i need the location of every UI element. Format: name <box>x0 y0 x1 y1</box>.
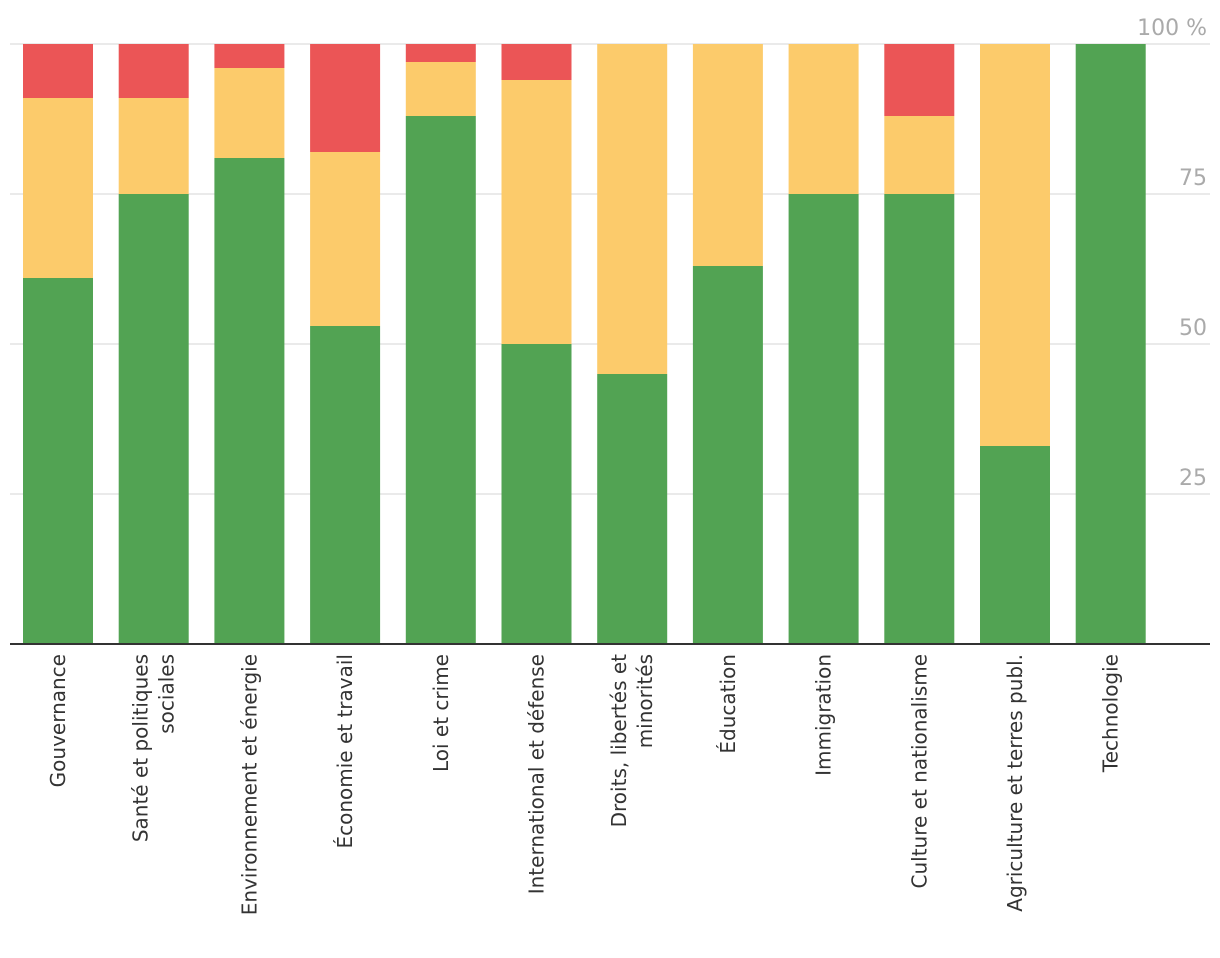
bar-green-9 <box>788 194 859 644</box>
x-tick-label-5: Loi et crime <box>429 654 453 772</box>
x-tick-label-1: Gouvernance <box>46 654 70 787</box>
x-tick-label-3: Environnement et énergie <box>237 654 261 915</box>
bar-yellow-11 <box>980 44 1050 446</box>
bar-yellow-1 <box>23 98 93 278</box>
y-tick-label-25: 25 <box>1179 466 1207 491</box>
x-tick-label-7-line-1: Droits, libertés et <box>607 654 631 828</box>
bar-yellow-8 <box>692 44 763 266</box>
bar-green-5 <box>405 116 476 644</box>
bar-red-2 <box>118 44 189 98</box>
bar-green-10 <box>884 194 955 644</box>
bar-green-1 <box>23 278 93 644</box>
bar-red-4 <box>310 44 381 152</box>
bar-red-6 <box>501 44 572 80</box>
bar-green-7 <box>597 374 668 644</box>
x-tick-label-7-line-2: minorités <box>633 654 657 748</box>
x-tick-label-12: Technologie <box>1099 654 1123 773</box>
bar-yellow-5 <box>405 62 476 116</box>
y-tick-label-100: 100 % <box>1137 16 1207 41</box>
bar-red-10 <box>884 44 955 116</box>
bar-green-2 <box>118 194 189 644</box>
y-tick-label-75: 75 <box>1179 166 1207 191</box>
x-tick-label-2-line-2: sociales <box>155 654 179 734</box>
x-tick-label-8: Éducation <box>716 654 740 754</box>
bar-green-12 <box>1075 44 1146 644</box>
bar-green-8 <box>692 266 763 644</box>
bar-red-5 <box>405 44 476 62</box>
bar-yellow-3 <box>214 68 285 158</box>
bar-green-3 <box>214 158 285 644</box>
bar-green-6 <box>501 344 572 644</box>
x-tick-label-9: Immigration <box>812 654 836 776</box>
bar-red-3 <box>214 44 285 68</box>
x-tick-label-4: Économie et travail <box>333 654 357 849</box>
x-tick-label-6: International et défense <box>525 654 549 894</box>
bar-yellow-6 <box>501 80 572 344</box>
x-tick-label-10: Culture et nationalisme <box>907 654 931 888</box>
bar-yellow-9 <box>788 44 859 194</box>
bar-red-1 <box>23 44 93 98</box>
x-tick-label-2-line-1: Santé et politiques <box>129 654 153 842</box>
bar-yellow-4 <box>310 152 381 326</box>
bar-green-11 <box>980 446 1050 644</box>
bar-yellow-10 <box>884 116 955 194</box>
bar-yellow-2 <box>118 98 189 194</box>
x-tick-label-11: Agriculture et terres publ. <box>1003 654 1027 912</box>
bar-yellow-7 <box>597 44 668 374</box>
bar-green-4 <box>310 326 381 644</box>
y-tick-label-50: 50 <box>1179 316 1207 341</box>
